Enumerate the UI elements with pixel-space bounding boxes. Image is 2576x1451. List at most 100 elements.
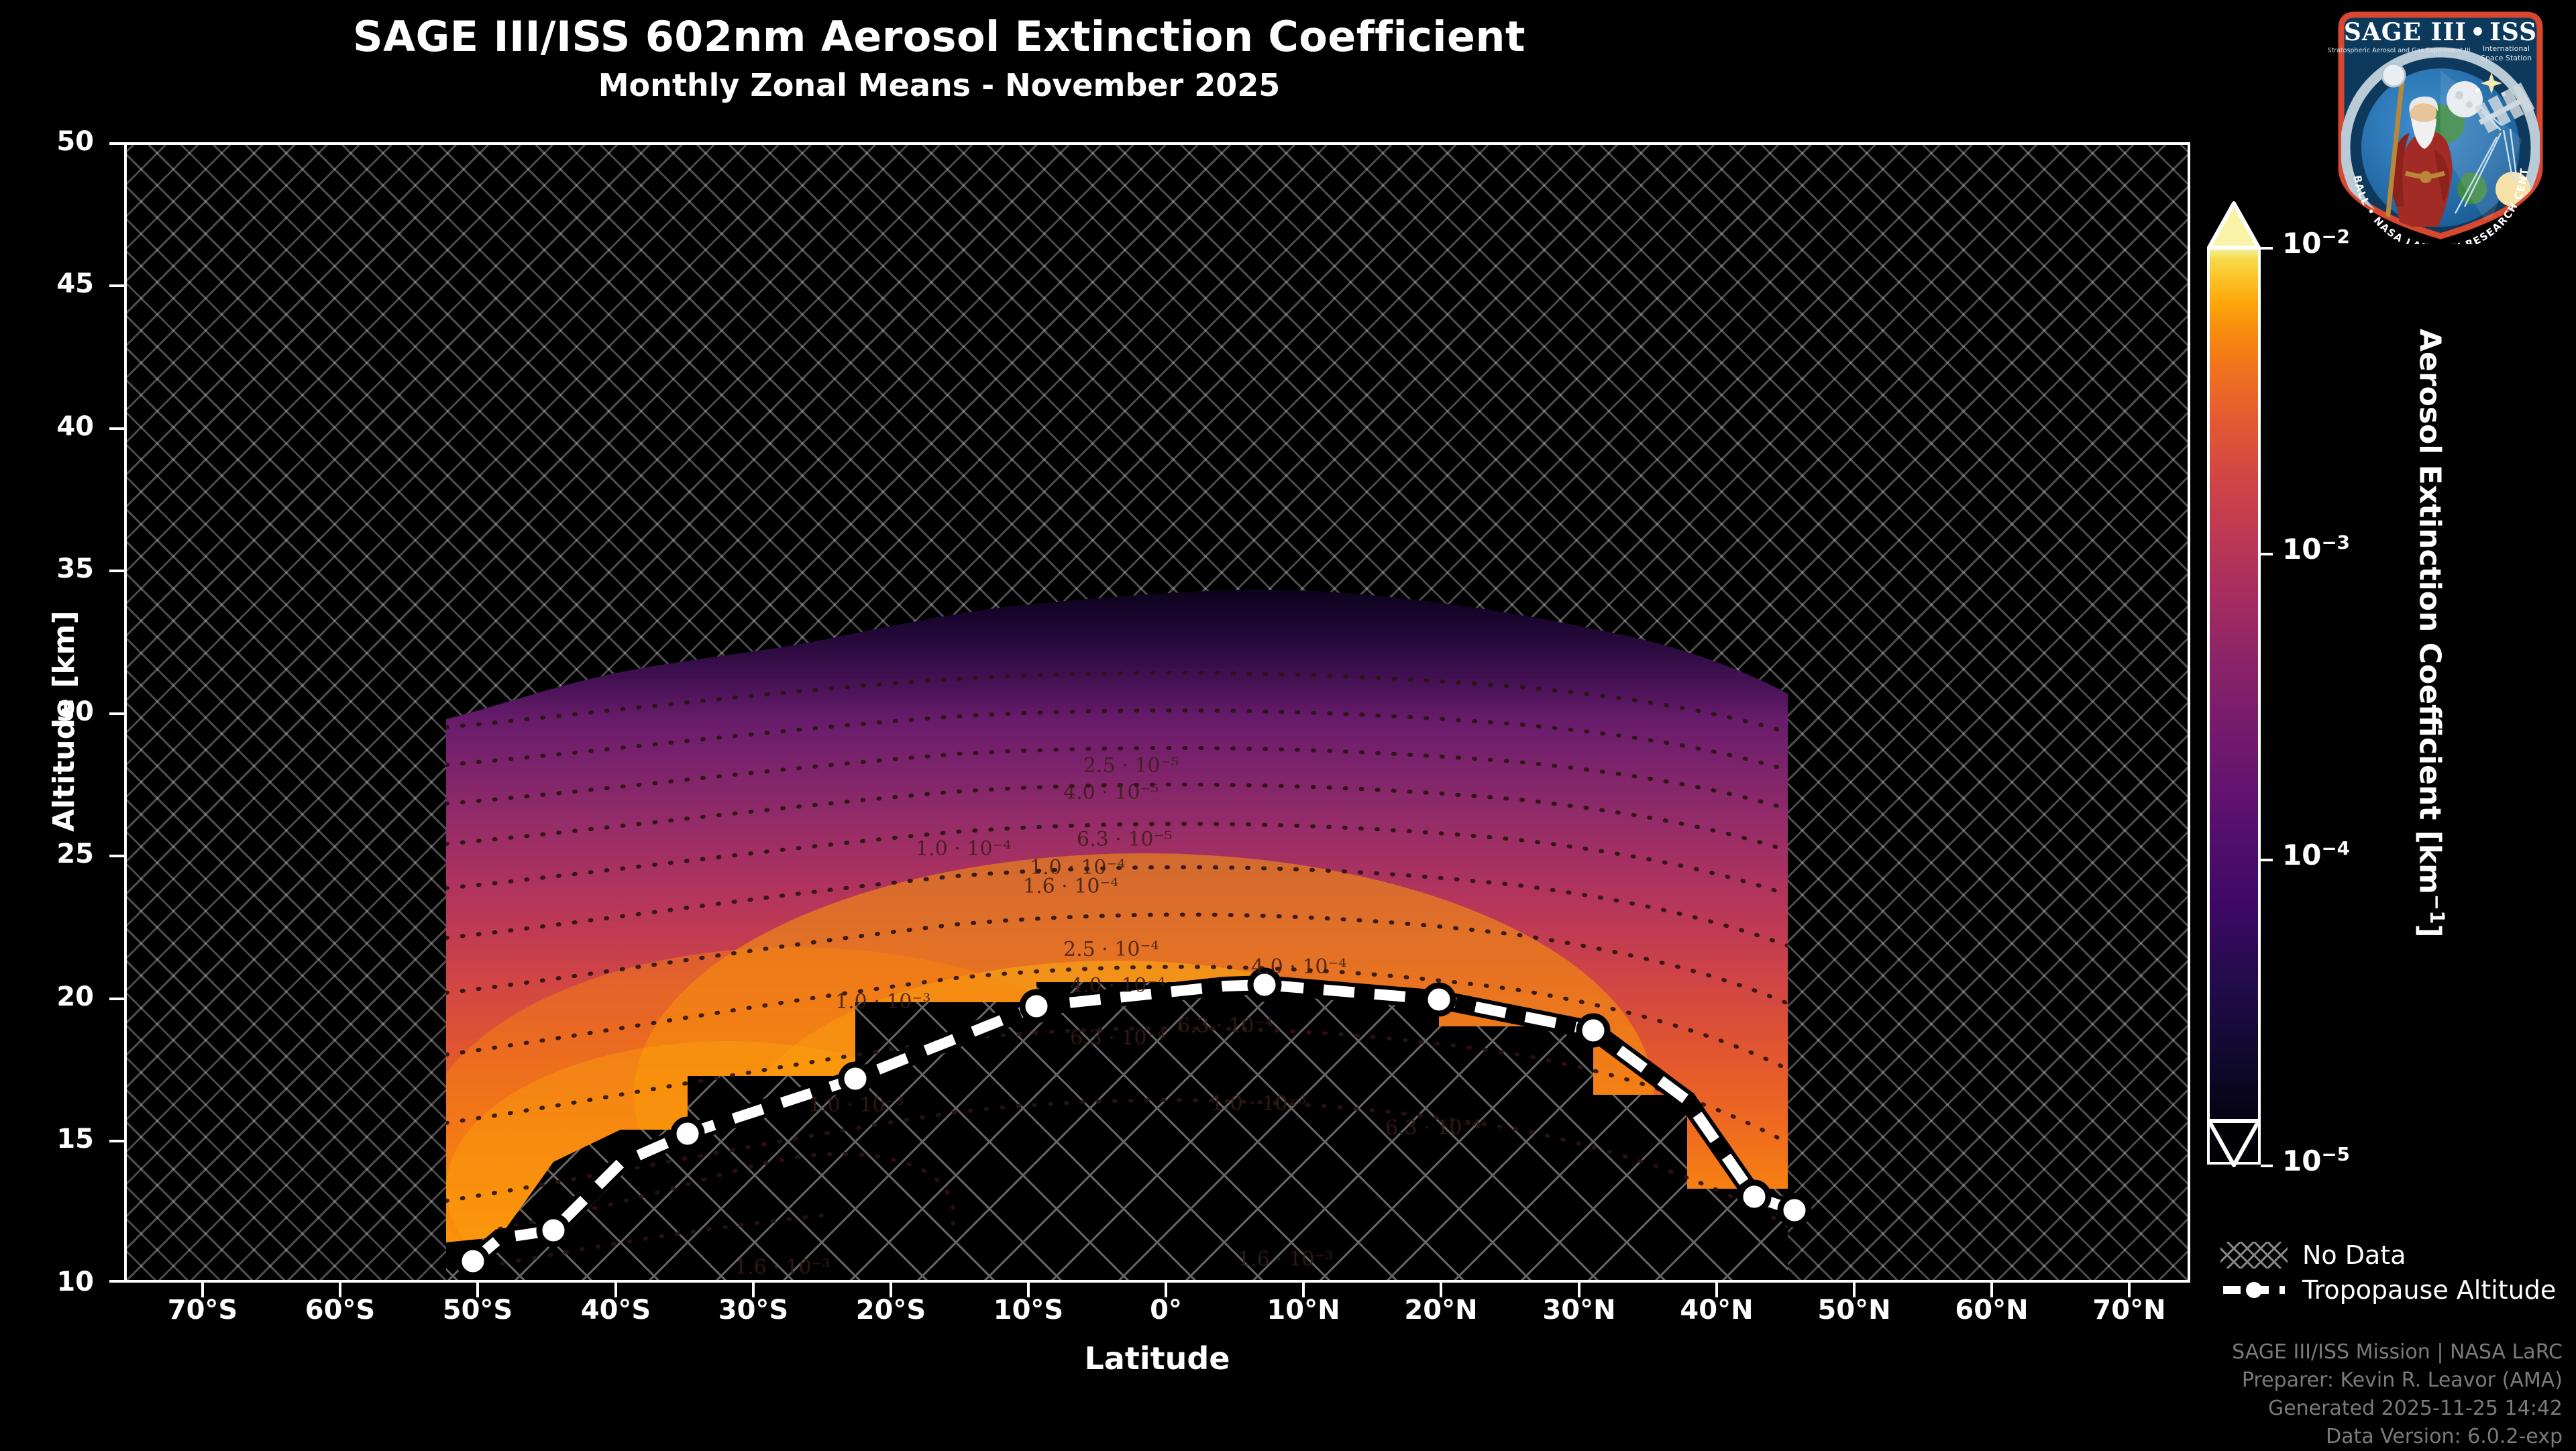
footer-line-preparer: Preparer: Kevin R. Leavor (AMA) xyxy=(2241,1368,2563,1392)
sage-iii-iss-mission-logo: SAGE III • ISS Stratospheric Aerosol and G… xyxy=(2316,0,2560,255)
footer-metadata: SAGE III/ISS Mission | NASA LaRC Prepare… xyxy=(1932,1338,2563,1451)
x-tick-mark xyxy=(2128,1283,2131,1297)
x-tick-label: 60°S xyxy=(305,1295,376,1326)
contour-label: 1.0 · 10⁻³ xyxy=(835,990,931,1014)
y-axis-label: Altitude [km] xyxy=(47,610,81,832)
contour-label: 1.0 · 10⁻⁴ xyxy=(916,837,1012,861)
x-tick-mark xyxy=(890,1283,892,1297)
y-tick-label: 50 xyxy=(56,126,94,157)
x-tick-label: 10°N xyxy=(1267,1295,1340,1326)
x-tick-label: 60°N xyxy=(1955,1295,2029,1326)
y-tick-label: 35 xyxy=(56,553,94,584)
colorbar[interactable]: 10−2 10−3 10−4 10−5 Aerosol Extinction C… xyxy=(2207,201,2449,1177)
colorbar-tick-label: 10−5 xyxy=(2282,1143,2350,1177)
x-tick-label: 20°N xyxy=(1404,1295,1478,1326)
x-tick-label: 30°S xyxy=(718,1295,789,1326)
x-tick-mark xyxy=(1715,1283,1718,1297)
contour-label: 4.0 · 10⁻⁴ xyxy=(1251,955,1347,979)
x-tick-mark xyxy=(1302,1283,1305,1297)
colorbar-tick-mark xyxy=(2261,247,2273,250)
colorbar-axis-label: Aerosol Extinction Coefficient [km−1] xyxy=(2412,329,2449,938)
contour-label: 6.3 · 10⁻⁴ xyxy=(1177,1014,1273,1038)
x-tick-mark xyxy=(1440,1283,1442,1297)
logo-title-dot: • xyxy=(2470,18,2486,46)
plot-clip: 2.5 · 10⁻⁵ 4.0 · 10⁻⁵ 6.3 · 10⁻⁵ 1.0 · 1… xyxy=(124,142,2190,1283)
x-tick-mark xyxy=(201,1283,204,1297)
x-tick-label: 40°S xyxy=(580,1295,651,1326)
x-tick-mark xyxy=(1027,1283,1030,1297)
y-tick-label: 10 xyxy=(56,1267,94,1297)
footer-line-version: Data Version: 6.0.2-exp xyxy=(2325,1425,2563,1448)
footer-line-generated: Generated 2025-11-25 14:42 xyxy=(2267,1397,2563,1420)
contour-label: 1.0 · 10⁻³ xyxy=(1211,1092,1307,1116)
x-tick-mark xyxy=(614,1283,617,1297)
tropopause-line xyxy=(455,967,1812,1279)
logo-subtitle-right-2: Space Station xyxy=(2481,54,2532,62)
x-axis-label: Latitude xyxy=(1084,1340,1230,1377)
y-tick-mark xyxy=(109,142,124,145)
y-tick-mark xyxy=(109,1280,124,1283)
y-tick-mark xyxy=(109,855,124,857)
x-tick-label: 10°S xyxy=(993,1295,1064,1326)
colorbar-extend-top-arrow xyxy=(2207,201,2261,250)
page-title: SAGE III/ISS 602nm Aerosol Extinction Co… xyxy=(353,12,1525,61)
y-tick-label: 40 xyxy=(56,411,94,442)
y-tick-mark xyxy=(109,998,124,1000)
colorbar-tick-mark xyxy=(2261,553,2273,555)
svg-text:SAGE III•ISS: SAGE III • ISS xyxy=(2344,18,2537,46)
contour-label: 6.3 · 10⁻⁴ xyxy=(1385,1116,1481,1140)
y-tick-mark xyxy=(109,570,124,572)
colorbar-tick-mark xyxy=(2261,859,2273,861)
x-tick-mark xyxy=(476,1283,479,1297)
contour-label: 2.5 · 10⁻⁵ xyxy=(1083,754,1179,777)
hatch-swatch-icon xyxy=(2212,1240,2296,1270)
legend-item-no-data[interactable]: No Data xyxy=(2212,1238,2569,1273)
logo-title-iss: ISS xyxy=(2489,18,2537,46)
x-tick-label: 40°N xyxy=(1680,1295,1754,1326)
x-tick-mark xyxy=(1990,1283,1993,1297)
y-tick-label: 20 xyxy=(56,981,94,1012)
footer-line-mission: SAGE III/ISS Mission | NASA LaRC xyxy=(2232,1340,2563,1364)
contour-label: 1.0 · 10⁻⁴ xyxy=(1030,856,1126,879)
y-tick-mark xyxy=(109,284,124,287)
x-tick-label: 70°S xyxy=(167,1295,238,1326)
y-tick-label: 45 xyxy=(56,268,94,299)
legend-label: Tropopause Altitude xyxy=(2302,1275,2557,1305)
page-subtitle: Monthly Zonal Means - November 2025 xyxy=(598,67,1281,103)
logo-title-main: SAGE III xyxy=(2344,18,2467,46)
y-tick-mark xyxy=(109,712,124,715)
colorbar-tick-label: 10−2 xyxy=(2282,225,2350,260)
dashed-line-marker-icon xyxy=(2220,1277,2288,1303)
colorbar-tick-label: 10−3 xyxy=(2282,531,2350,566)
contour-label: 1.6 · 10⁻⁴ xyxy=(1023,875,1119,898)
y-tick-mark xyxy=(109,1140,124,1142)
plot-area: 2.5 · 10⁻⁵ 4.0 · 10⁻⁵ 6.3 · 10⁻⁵ 1.0 · 1… xyxy=(124,142,2190,1283)
colorbar-tick-label: 10−4 xyxy=(2282,837,2350,871)
x-tick-label: 70°N xyxy=(2092,1295,2166,1326)
y-tick-label: 15 xyxy=(56,1124,94,1154)
contour-label: 1.6 · 10⁻³ xyxy=(1238,1248,1334,1271)
x-tick-mark xyxy=(1165,1283,1167,1297)
legend-label: No Data xyxy=(2302,1240,2406,1270)
contour-label: 4.0 · 10⁻⁵ xyxy=(1063,781,1159,804)
aerosol-field xyxy=(446,589,1812,1283)
x-tick-mark xyxy=(1578,1283,1580,1297)
x-tick-mark xyxy=(339,1283,341,1297)
colorbar-extend-bottom-arrow xyxy=(2207,1119,2261,1167)
x-tick-label: 30°N xyxy=(1542,1295,1616,1326)
logo-subtitle-right-1: International xyxy=(2483,44,2530,53)
contour-label: 6.3 · 10⁻⁴ xyxy=(1070,1026,1166,1050)
y-tick-mark xyxy=(109,427,124,430)
legend: No Data Tropopause Altitude xyxy=(2212,1238,2569,1307)
legend-item-tropopause[interactable]: Tropopause Altitude xyxy=(2220,1273,2569,1307)
x-tick-label: 20°S xyxy=(855,1295,926,1326)
contour-label: 6.3 · 10⁻⁵ xyxy=(1077,828,1173,851)
x-tick-mark xyxy=(752,1283,755,1297)
x-tick-mark xyxy=(1853,1283,1856,1297)
colorbar-gradient xyxy=(2207,247,2261,1165)
x-tick-label: 0° xyxy=(1150,1295,1182,1326)
x-tick-label: 50°N xyxy=(1817,1295,1891,1326)
y-tick-label: 30 xyxy=(56,696,94,727)
logo-subtitle-left: Stratospheric Aerosol and Gas Experiment… xyxy=(2327,47,2470,54)
